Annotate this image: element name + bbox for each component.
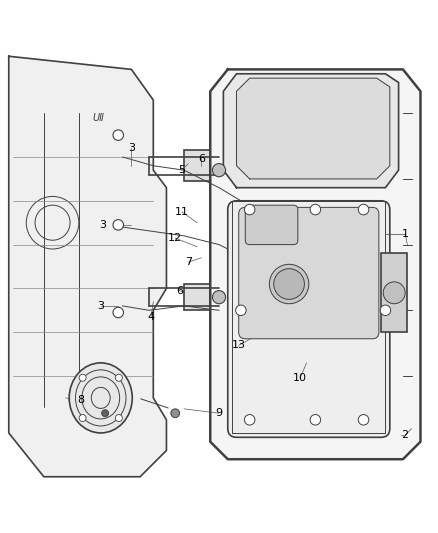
Circle shape [171,409,180,418]
Polygon shape [237,78,390,179]
Text: 8: 8 [78,395,85,405]
Circle shape [358,204,369,215]
FancyBboxPatch shape [228,201,390,437]
Circle shape [244,415,255,425]
Circle shape [358,415,369,425]
Circle shape [115,374,122,381]
Circle shape [383,282,405,304]
Circle shape [79,374,86,381]
FancyBboxPatch shape [239,207,379,339]
Text: 9: 9 [215,408,223,418]
Circle shape [113,220,124,230]
Text: 3: 3 [97,301,104,311]
Text: 10: 10 [293,373,307,383]
FancyBboxPatch shape [184,284,210,310]
Ellipse shape [69,363,132,433]
Polygon shape [223,74,399,188]
Text: 6: 6 [198,154,205,164]
Circle shape [269,264,309,304]
Text: 11: 11 [175,207,189,217]
Circle shape [113,130,124,140]
Circle shape [212,290,226,304]
FancyBboxPatch shape [245,205,298,245]
Text: 7: 7 [185,257,192,267]
FancyBboxPatch shape [381,253,407,332]
Text: 6: 6 [176,286,183,296]
Circle shape [102,410,109,417]
Text: 12: 12 [168,233,182,243]
Circle shape [212,164,226,177]
Circle shape [236,305,246,316]
Text: 5: 5 [178,165,185,175]
Text: 1: 1 [402,229,409,239]
Circle shape [113,307,124,318]
Text: UⅡ: UⅡ [92,112,105,123]
Circle shape [115,415,122,422]
FancyBboxPatch shape [184,150,210,181]
Text: 3: 3 [99,220,106,230]
Polygon shape [9,56,166,477]
Circle shape [244,204,255,215]
Circle shape [310,204,321,215]
Circle shape [79,415,86,422]
Text: 3: 3 [128,143,135,154]
Circle shape [274,269,304,300]
Text: 13: 13 [232,341,246,350]
Text: 2: 2 [402,430,409,440]
Polygon shape [210,69,420,459]
Circle shape [310,415,321,425]
Circle shape [380,305,391,316]
Text: 4: 4 [148,312,155,322]
